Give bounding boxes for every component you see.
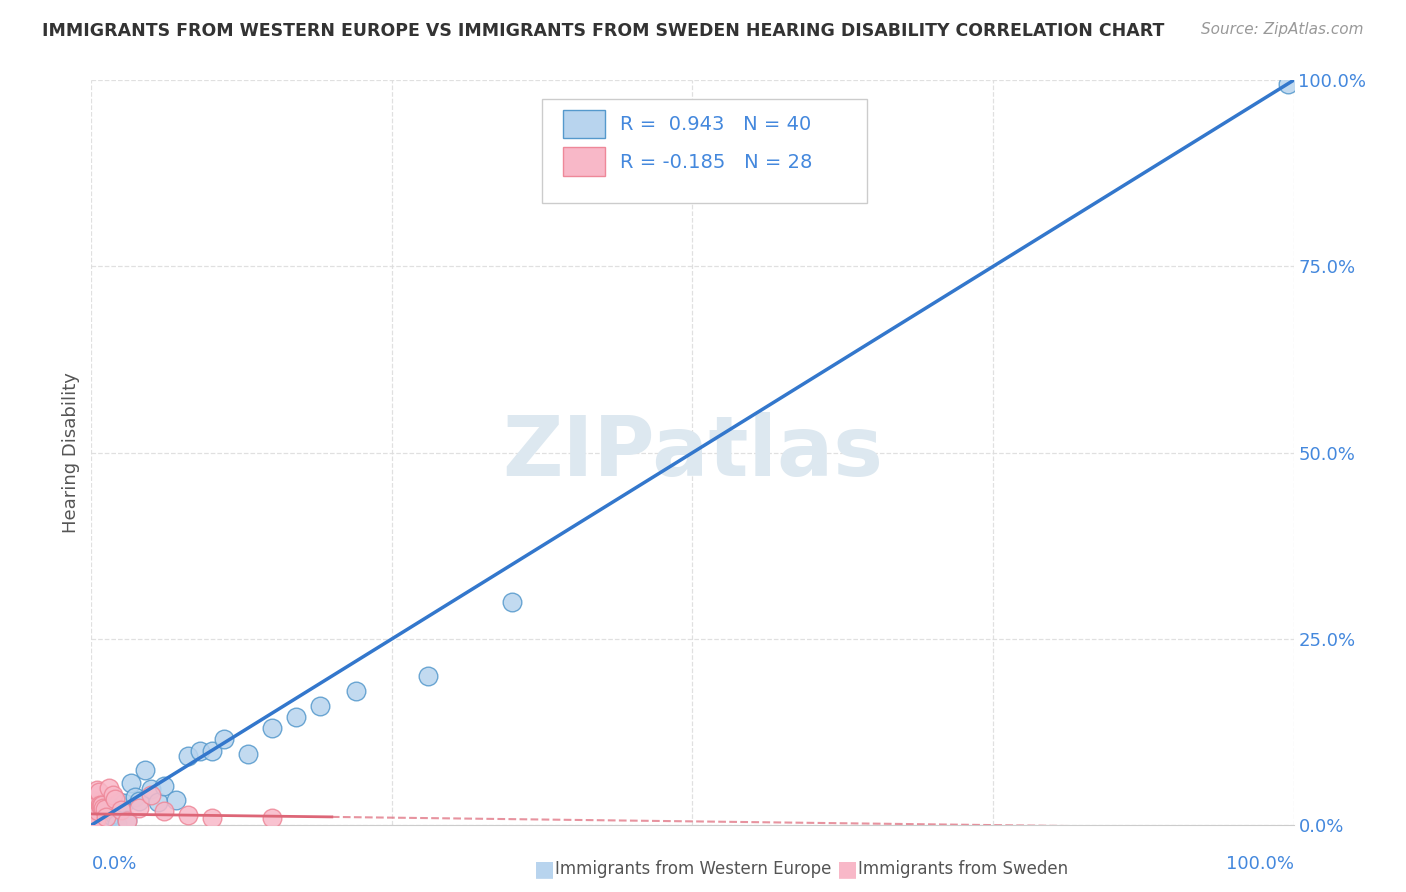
Text: ■: ■ (534, 859, 555, 879)
Point (117, 814, 139, 828)
Point (86, 797, 108, 812)
Point (86, 810, 108, 824)
Point (260, 721, 283, 735)
Point (128, 801, 150, 815)
Point (101, 809, 124, 823)
Point (86, 782, 108, 797)
Text: Immigrants from Western Europe: Immigrants from Western Europe (555, 860, 832, 878)
Text: R =  0.943   N = 40: R = 0.943 N = 40 (620, 115, 811, 135)
Point (82, 793, 104, 807)
Point (152, 779, 174, 793)
Point (87, 804, 110, 818)
Point (104, 792, 127, 806)
Point (84, 812, 107, 826)
Point (110, 798, 132, 813)
Point (134, 763, 156, 777)
Point (501, 594, 523, 608)
FancyBboxPatch shape (562, 110, 605, 138)
Text: Source: ZipAtlas.com: Source: ZipAtlas.com (1201, 22, 1364, 37)
Point (112, 796, 135, 810)
Point (110, 803, 132, 817)
Point (93, 799, 115, 814)
Point (108, 795, 131, 809)
Point (98, 802, 121, 816)
Point (94, 810, 117, 824)
Point (96, 811, 118, 825)
Point (98, 780, 121, 795)
Point (91, 817, 114, 831)
Text: R = -0.185   N = 28: R = -0.185 N = 28 (620, 153, 813, 172)
Point (200, 811, 222, 825)
Point (93, 800, 115, 814)
FancyBboxPatch shape (543, 99, 866, 203)
Point (82, 801, 104, 815)
Text: Immigrants from Sweden: Immigrants from Sweden (858, 860, 1067, 878)
FancyBboxPatch shape (562, 147, 605, 176)
Point (146, 795, 169, 809)
Point (94, 816, 117, 830)
Point (165, 793, 187, 807)
Point (83, 797, 105, 812)
Point (90, 798, 112, 813)
Point (91, 797, 114, 812)
Point (84, 814, 107, 829)
Point (212, 732, 235, 747)
Point (93, 804, 115, 818)
Point (90, 813, 112, 827)
Point (260, 811, 283, 825)
Point (93, 802, 115, 816)
Text: ■: ■ (837, 859, 858, 879)
Point (105, 817, 128, 831)
Point (308, 698, 330, 713)
Point (84, 817, 107, 831)
Point (103, 807, 125, 822)
Point (84, 813, 107, 827)
Point (416, 669, 439, 683)
Point (124, 790, 146, 805)
Point (152, 804, 174, 818)
Point (87, 785, 110, 799)
Text: 100.0%: 100.0% (1226, 855, 1294, 873)
Point (344, 684, 367, 698)
Point (128, 793, 150, 807)
Point (83, 805, 105, 819)
Point (176, 808, 198, 822)
Point (117, 814, 139, 829)
Point (89, 797, 111, 812)
Text: ZIPatlas: ZIPatlas (502, 412, 883, 493)
Point (101, 789, 124, 803)
Point (188, 744, 211, 758)
Point (284, 710, 307, 724)
Point (236, 747, 259, 762)
Text: 0.0%: 0.0% (91, 855, 136, 873)
Point (200, 744, 222, 758)
Text: IMMIGRANTS FROM WESTERN EUROPE VS IMMIGRANTS FROM SWEDEN HEARING DISABILITY CORR: IMMIGRANTS FROM WESTERN EUROPE VS IMMIGR… (42, 22, 1164, 40)
Point (83, 795, 105, 809)
Point (141, 782, 163, 797)
Point (84, 797, 107, 811)
Point (89, 813, 111, 827)
Point (1277, 77, 1299, 91)
Point (120, 776, 142, 790)
Point (176, 748, 198, 763)
Point (87, 817, 110, 831)
Y-axis label: Hearing Disability: Hearing Disability (62, 372, 80, 533)
Point (141, 788, 163, 802)
